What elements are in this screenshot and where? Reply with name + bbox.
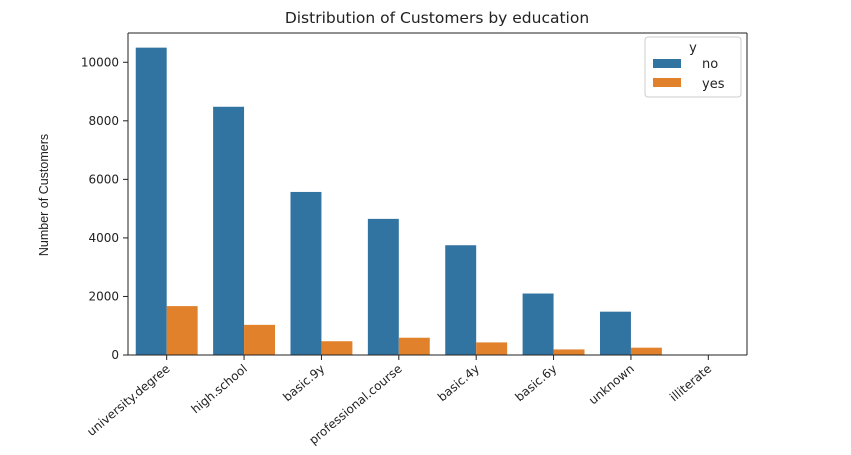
bar-yes-university-degree [166,306,198,355]
bar-yes-basic-4y [476,342,508,355]
y-tick-label: 2000 [88,289,119,303]
legend-title: y [689,41,697,56]
x-tick-label: high.school [189,362,250,417]
legend: y no yes [644,36,742,98]
bars-group [135,47,740,356]
bar-yes-basic-6y [553,349,585,355]
x-tick-label: basic.4y [435,362,482,405]
y-tick-label: 8000 [88,114,119,128]
chart-title: Distribution of Customers by education [285,9,589,27]
bar-no-university-degree [135,47,167,355]
legend-swatch-yes [653,78,681,87]
y-ticks-group: 0 2000 4000 6000 8000 10000 [81,55,128,362]
bar-yes-professional-course [398,337,430,355]
bar-no-unknown [599,311,631,355]
bar-no-basic-9y [290,191,322,355]
x-tick-label: unknown [586,362,637,408]
axes-group [127,32,748,356]
bar-yes-basic-9y [321,341,353,355]
bar-no-high-school [213,106,245,356]
y-tick-label: 4000 [88,231,119,245]
bar-no-professional-course [367,218,399,355]
bar-no-basic-6y [522,293,554,355]
x-tick-label: illiterate [667,362,714,405]
x-tick-label: basic.6y [512,362,559,405]
y-tick-label: 10000 [81,55,119,69]
legend-swatch-no [653,59,681,68]
legend-label-no: no [702,57,718,72]
bar-no-basic-4y [445,245,477,355]
y-axis-label: Number of Customers [37,134,51,256]
y-tick-label: 6000 [88,172,119,186]
bar-yes-unknown [630,347,662,355]
y-tick-label: 0 [111,348,119,362]
bar-yes-high-school [244,324,276,355]
legend-label-yes: yes [702,77,725,92]
x-tick-label: basic.9y [280,362,327,405]
x-tick-label: university.degree [84,362,172,439]
x-ticks-group: university.degree high.school basic.9yprof… [84,355,714,447]
